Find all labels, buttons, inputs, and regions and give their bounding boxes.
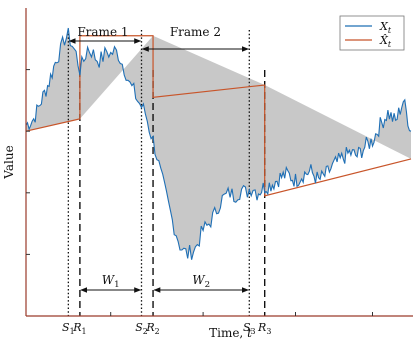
gap-fill-frame-2 [79,35,154,139]
frame-label-2: Frame 2 [170,25,221,39]
legend-box [339,15,405,51]
xt-series [25,27,412,260]
gap-fill-frame-3 [153,35,265,260]
marker-label-r3: R3 [257,321,271,336]
legend: XtX̂t [339,15,405,51]
marker-label-s3: S3 [243,321,256,336]
marker-label-s2: S2 [135,321,148,336]
axes: Value Time, t [2,8,413,340]
gap-fill-area [26,28,411,260]
xt-line [25,27,412,260]
xhat-series [25,35,412,197]
gap-fill-frame-1 [26,28,80,132]
marker-label-s1: S1 [62,321,75,336]
frame-label-1: Frame 1 [77,25,128,39]
marker-label-r1: R1 [72,321,86,336]
y-axis-label: Value [2,145,16,179]
window-label-2: W2 [192,273,210,290]
x-axis-label: Time, t [209,326,252,340]
marker-label-r2: R2 [145,321,159,336]
window-label-1: W1 [102,273,120,290]
xhat-line [25,35,412,197]
gap-fill-frame-4 [264,85,411,194]
